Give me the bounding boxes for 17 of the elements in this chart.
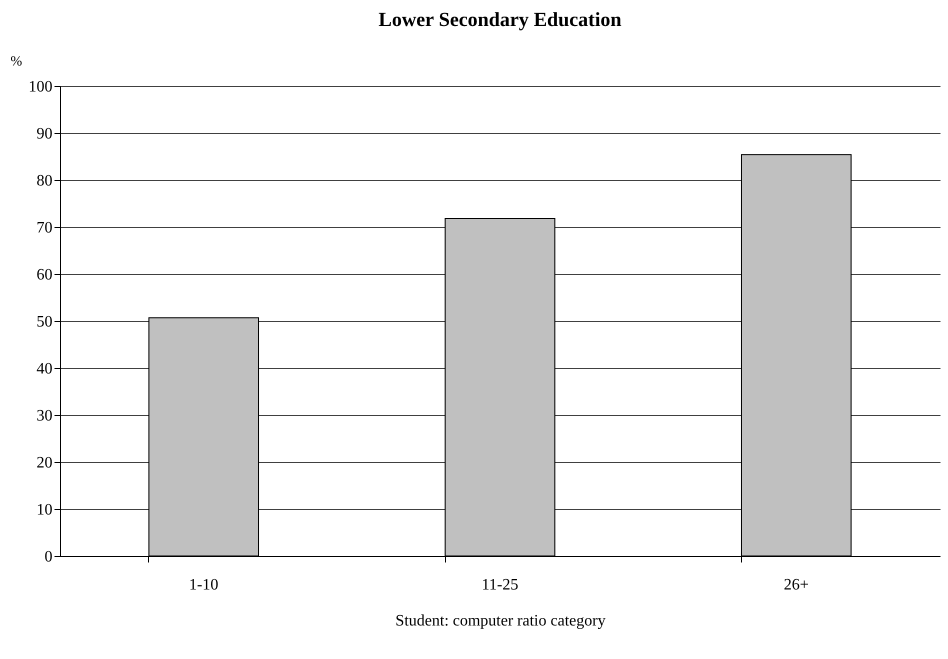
y-tick-label: 70 — [36, 220, 52, 236]
y-tick-label: 20 — [36, 454, 52, 472]
x-axis-title: Student: computer ratio category — [395, 612, 606, 630]
y-tick-label: 100 — [28, 78, 52, 96]
y-tick-label: 10 — [36, 502, 52, 518]
chart-title: Lower Secondary Education — [378, 9, 622, 31]
x-tick-label: 26+ — [784, 576, 809, 594]
y-tick-label: 80 — [36, 172, 52, 190]
x-tick-label: 1-10 — [189, 576, 218, 594]
y-tick-label: 90 — [36, 126, 52, 142]
y-axis-title: % — [10, 54, 22, 70]
y-tick-label: 60 — [36, 266, 52, 284]
y-tick-label: 50 — [36, 314, 52, 330]
x-tick-label: 11-25 — [482, 576, 518, 594]
y-tick-label: 30 — [36, 408, 52, 424]
y-tick-label: 40 — [36, 360, 52, 378]
y-tick-label: 0 — [44, 548, 52, 566]
